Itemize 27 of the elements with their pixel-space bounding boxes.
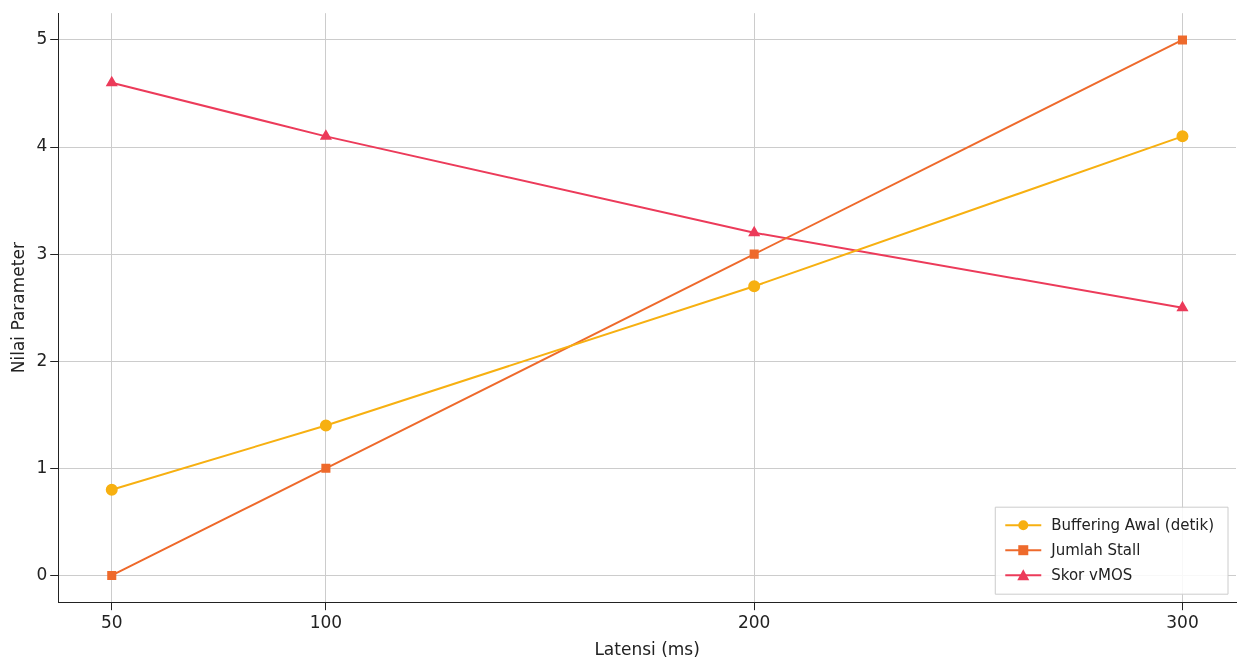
x-tick-label: 100 (309, 611, 343, 632)
y-tick-label: 2 (36, 349, 48, 370)
y-tick-label: 5 (36, 28, 48, 49)
point (748, 280, 761, 293)
legend-label: Skor vMOS (1051, 566, 1133, 585)
point (105, 483, 118, 496)
point (107, 570, 117, 580)
x-tick-label: 300 (1166, 611, 1199, 632)
y-tick-label: 3 (36, 242, 48, 263)
y-tick-label: 0 (36, 563, 48, 584)
point (749, 249, 759, 259)
point (106, 76, 118, 87)
legend-label: Buffering Awal (detik) (1051, 516, 1214, 535)
point (319, 419, 332, 432)
x-tick-label: 50 (100, 611, 123, 632)
y-axis-title: Nilai Parameter (7, 242, 28, 374)
point (321, 463, 331, 473)
point (748, 226, 760, 237)
point (1177, 301, 1188, 312)
x-tick-label: 200 (737, 611, 771, 632)
legend-label: Jumlah Stall (1050, 541, 1141, 560)
y-tick-label: 4 (36, 135, 48, 156)
y-tick-label: 1 (36, 456, 48, 477)
point (1176, 130, 1189, 143)
point (1177, 35, 1187, 45)
x-axis-title: Latensi (ms) (594, 639, 700, 660)
point (320, 130, 332, 140)
